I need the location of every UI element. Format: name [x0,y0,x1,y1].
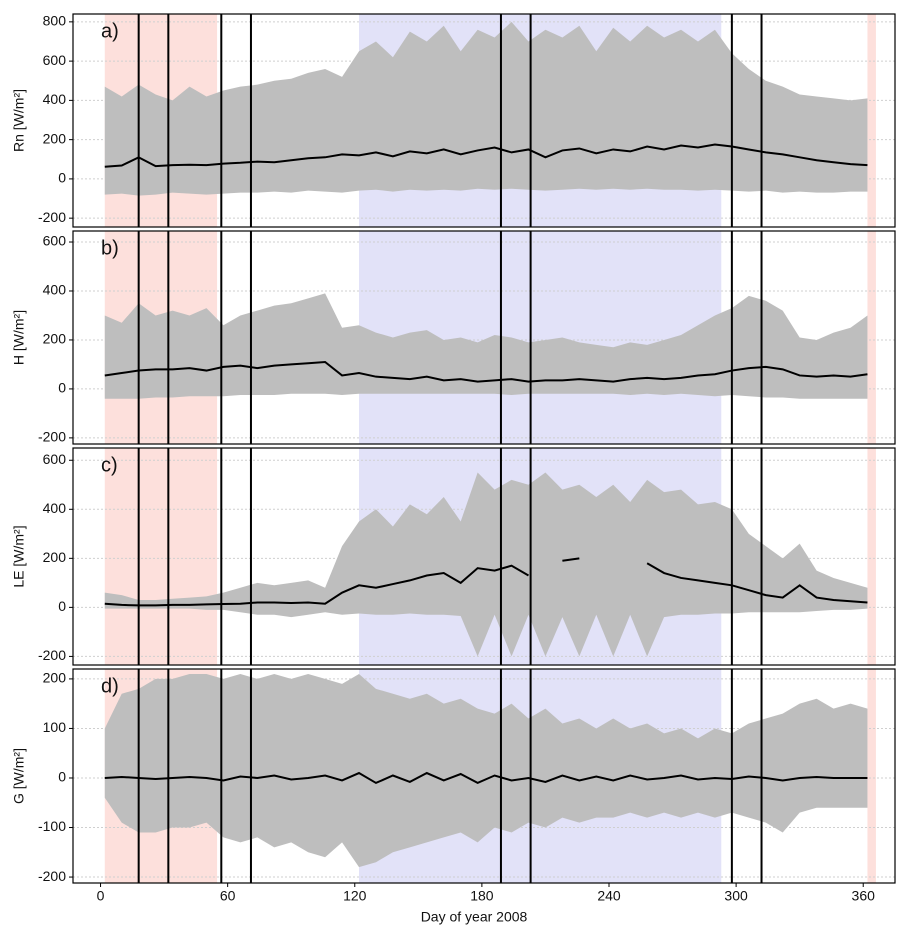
panel [73,669,895,883]
panel [73,231,895,444]
mean-line [646,562,868,604]
panel [73,448,895,665]
y-axis-label: G [W/m²] [11,748,27,804]
mean-line [562,557,580,562]
x-axis-label: Day of year 2008 [421,909,528,925]
x-tick-label: 360 [852,888,876,904]
y-tick-label: -200 [38,647,66,663]
x-tick-label: 300 [724,888,748,904]
y-tick-label: 200 [43,331,67,347]
y-tick-label: 0 [58,598,66,614]
mean-line [104,771,868,785]
y-tick-label: -200 [38,429,66,445]
y-axis-label: LE [W/m²] [11,525,27,587]
shaded-period [867,231,876,444]
y-tick-label: 600 [43,451,67,467]
y-axis-label: H [W/m²] [11,310,27,365]
y-tick-label: -100 [38,818,66,834]
x-tick-label: 120 [343,888,367,904]
panel-label: b) [101,237,119,259]
x-tick-label: 60 [220,888,236,904]
panel-label: c) [101,454,118,476]
panel-label: a) [101,20,119,42]
x-tick-label: 0 [97,888,105,904]
y-axis-label: Rn [W/m²] [11,89,27,152]
y-tick-label: 0 [58,769,66,785]
y-tick-label: -200 [38,209,66,225]
x-tick-label: 240 [597,888,621,904]
y-tick-label: 200 [43,130,67,146]
mean-line [104,143,868,168]
shaded-period [867,669,876,883]
y-tick-label: 600 [43,233,67,249]
range-band [104,21,868,196]
frame [72,230,896,445]
y-tick-label: 0 [58,170,66,186]
shaded-period [104,448,218,665]
y-tick-label: 400 [43,500,67,516]
mean-line [104,360,868,383]
shaded-period [867,14,876,227]
panel-label: d) [101,675,119,697]
range-band [104,293,868,399]
y-tick-label: 100 [43,719,67,735]
range-band [104,472,868,657]
shaded-period [867,448,876,665]
range-band [104,673,868,868]
y-tick-label: 200 [43,549,67,565]
y-tick-label: 400 [43,282,67,298]
frame [72,668,896,884]
y-tick-label: 600 [43,52,67,68]
y-tick-label: 200 [43,670,67,686]
mean-line [104,564,529,607]
y-tick-label: -200 [38,868,66,884]
y-tick-label: 400 [43,91,67,107]
panel [73,14,895,227]
x-tick-label: 180 [470,888,494,904]
frame [72,447,896,666]
y-tick-label: 800 [43,13,67,29]
frame [72,13,896,228]
y-tick-label: 0 [58,380,66,396]
